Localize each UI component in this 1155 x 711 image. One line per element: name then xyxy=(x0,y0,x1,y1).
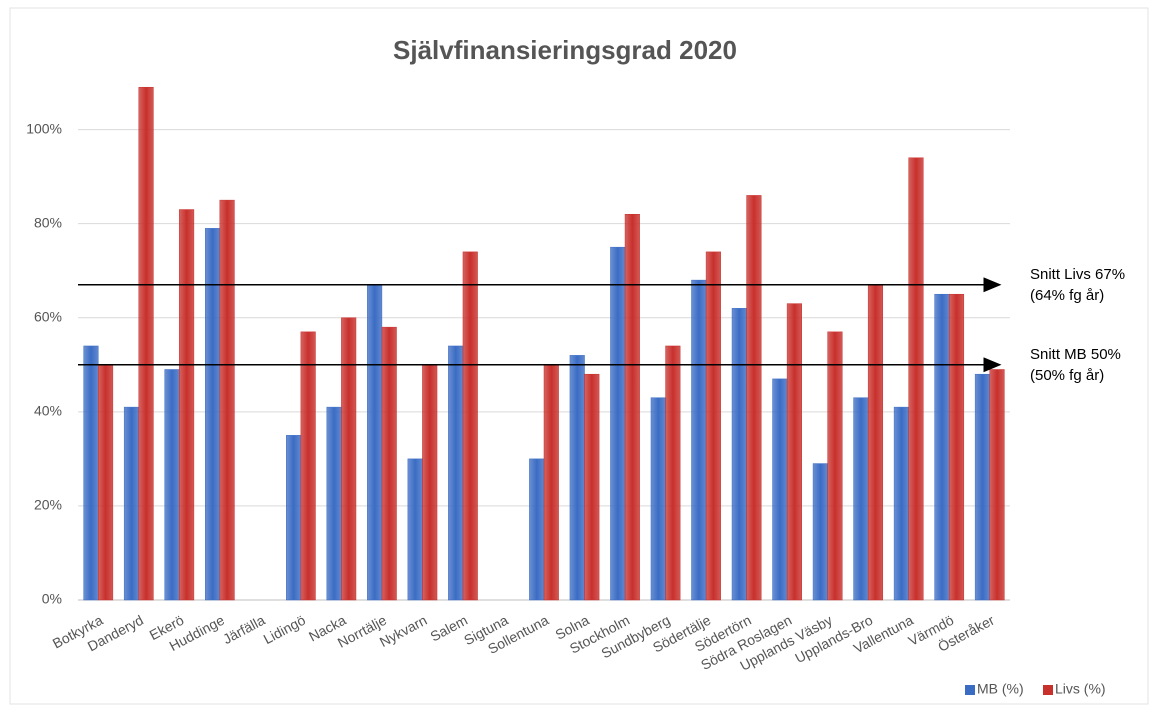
bar xyxy=(367,284,383,601)
bar xyxy=(164,369,180,601)
bar xyxy=(893,406,909,601)
bar xyxy=(948,293,965,601)
bar xyxy=(867,284,884,601)
bar xyxy=(462,251,478,601)
bar xyxy=(974,373,990,601)
chart-title: Självfinansieringsgrad 2020 xyxy=(393,35,737,65)
bar xyxy=(908,157,924,601)
bar xyxy=(610,246,626,601)
bar xyxy=(98,364,114,601)
y-tick-label: 100% xyxy=(26,120,62,136)
x-tick-label: Järfälla xyxy=(220,612,268,647)
bar xyxy=(989,369,1005,601)
legend-swatch xyxy=(965,685,975,695)
bar xyxy=(650,397,666,601)
bar xyxy=(123,406,140,601)
bar xyxy=(665,345,681,601)
bar xyxy=(691,279,707,601)
bar xyxy=(569,355,585,601)
bar xyxy=(529,458,545,601)
bar xyxy=(786,303,802,601)
bar xyxy=(381,326,397,601)
bar xyxy=(705,251,721,601)
reference-label: (50% fg år) xyxy=(1030,367,1104,384)
x-tick-label: Nykvarn xyxy=(377,612,430,650)
bar xyxy=(300,331,316,601)
bar xyxy=(326,406,342,601)
bar xyxy=(584,373,600,601)
legend-label: Livs (%) xyxy=(1055,681,1106,697)
bar xyxy=(812,463,828,601)
reference-label: Snitt Livs 67% xyxy=(1030,266,1125,283)
bar xyxy=(286,435,302,601)
bar xyxy=(407,458,423,601)
y-tick-label: 60% xyxy=(34,308,62,324)
x-tick-label: Lidingö xyxy=(261,612,309,647)
bar xyxy=(219,199,235,601)
bar xyxy=(422,364,438,601)
bar xyxy=(448,345,464,601)
bar xyxy=(934,293,950,601)
bar xyxy=(731,308,747,601)
bar xyxy=(827,331,843,601)
y-tick-label: 20% xyxy=(34,497,62,513)
y-tick-label: 80% xyxy=(34,214,62,230)
bar xyxy=(746,195,762,601)
bar xyxy=(179,209,195,601)
bar xyxy=(772,378,788,601)
bar xyxy=(341,317,357,601)
reference-label: (64% fg år) xyxy=(1030,287,1104,304)
bar xyxy=(83,345,99,601)
y-tick-label: 40% xyxy=(34,403,62,419)
bar xyxy=(543,364,559,601)
reference-label: Snitt MB 50% xyxy=(1030,346,1121,363)
chart-frame xyxy=(9,7,1149,705)
legend-label: MB (%) xyxy=(977,681,1024,697)
y-tick-label: 0% xyxy=(42,591,62,607)
bar xyxy=(853,397,869,601)
bar xyxy=(624,213,640,601)
legend-swatch xyxy=(1043,685,1053,695)
bar xyxy=(138,86,154,601)
